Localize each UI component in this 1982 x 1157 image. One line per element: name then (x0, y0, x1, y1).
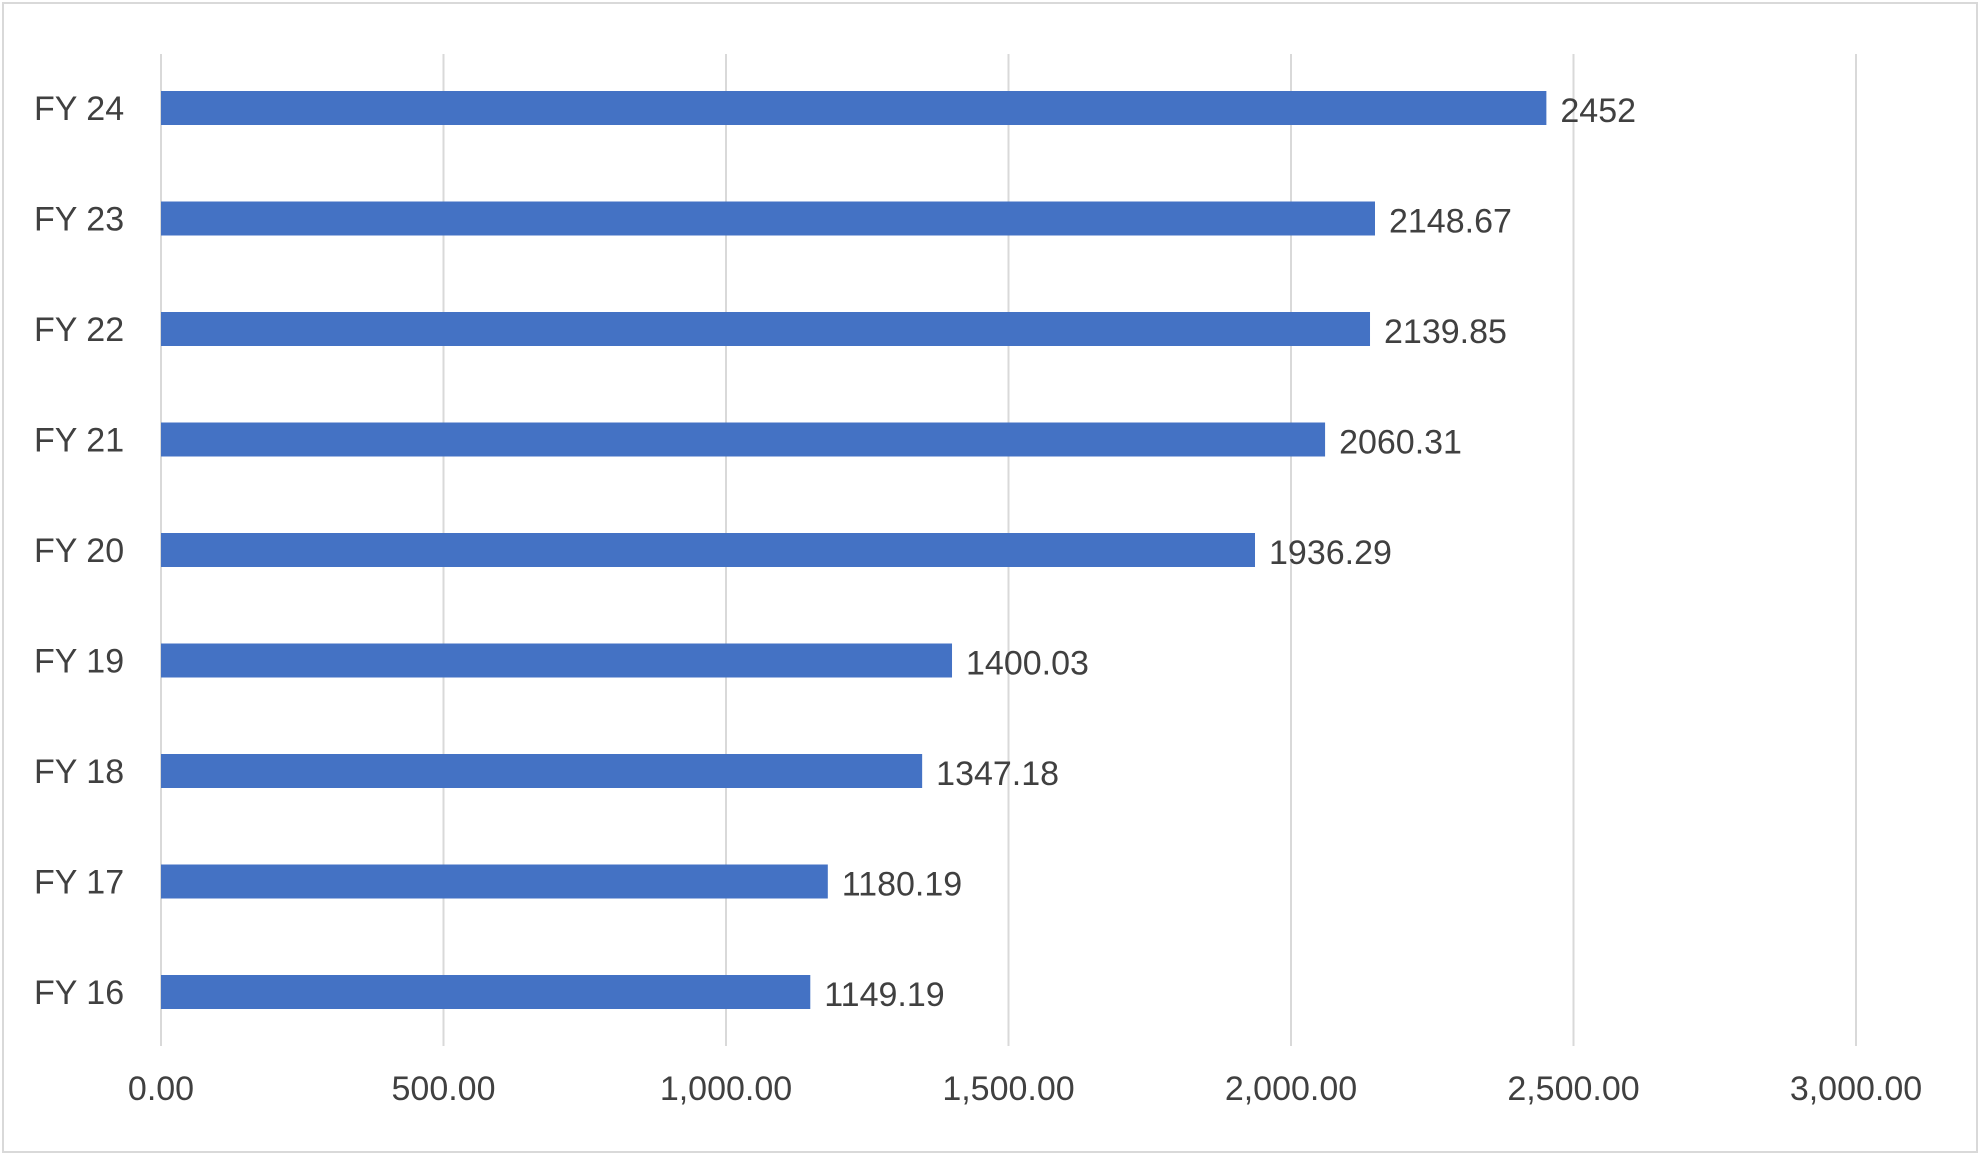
x-tick-label: 2,500.00 (1507, 1070, 1639, 1108)
x-tick-label: 500.00 (392, 1070, 496, 1108)
bar (161, 533, 1256, 567)
bar (161, 754, 923, 788)
bar (161, 643, 953, 678)
data-label: 1400.03 (966, 645, 1089, 683)
bar (161, 312, 1371, 346)
data-label: 1149.19 (824, 976, 944, 1014)
bar (161, 91, 1547, 125)
category-label: FY 19 (34, 643, 124, 681)
category-label: FY 22 (34, 311, 124, 349)
category-labels: FY 24 FY 23 FY 22 FY 21 FY 20 FY 19 FY 18 FY 17… (34, 90, 124, 1012)
data-label: 2060.31 (1339, 424, 1462, 462)
bars (161, 91, 1547, 1009)
category-label: FY 23 (34, 201, 124, 239)
category-label: FY 17 (34, 864, 124, 902)
data-label: 2139.85 (1384, 313, 1507, 351)
category-label: FY 21 (34, 422, 124, 460)
data-label: 2452 (1560, 92, 1636, 130)
bar (161, 422, 1326, 457)
x-axis-tick-labels: 0.00 500.00 1,000.00 1,500.00 2,000.00 2,500.… (128, 1070, 1922, 1108)
x-tick-label: 1,000.00 (660, 1070, 792, 1108)
data-label: 1347.18 (936, 755, 1059, 793)
bar-chart: FY 24 FY 23 FY 22 FY 21 FY 20 FY 19 FY 18 FY 17… (34, 54, 1922, 1108)
data-labels: 2452 2148.67 2139.85 2060.31 1936.29 1400.03 1… (824, 92, 1636, 1014)
bar (161, 864, 828, 899)
bar (161, 201, 1375, 236)
data-label: 2148.67 (1389, 203, 1512, 241)
x-tick-label: 2,000.00 (1225, 1070, 1357, 1108)
category-label: FY 24 (34, 90, 124, 128)
x-tick-label: 3,000.00 (1790, 1070, 1922, 1108)
x-tick-label: 0.00 (128, 1070, 194, 1108)
x-tick-label: 1,500.00 (942, 1070, 1074, 1108)
data-label: 1936.29 (1269, 534, 1392, 572)
category-label: FY 20 (34, 532, 124, 570)
data-label: 1180.19 (842, 866, 962, 904)
category-label: FY 18 (34, 753, 124, 791)
bar (161, 975, 811, 1009)
category-label: FY 16 (34, 974, 124, 1012)
